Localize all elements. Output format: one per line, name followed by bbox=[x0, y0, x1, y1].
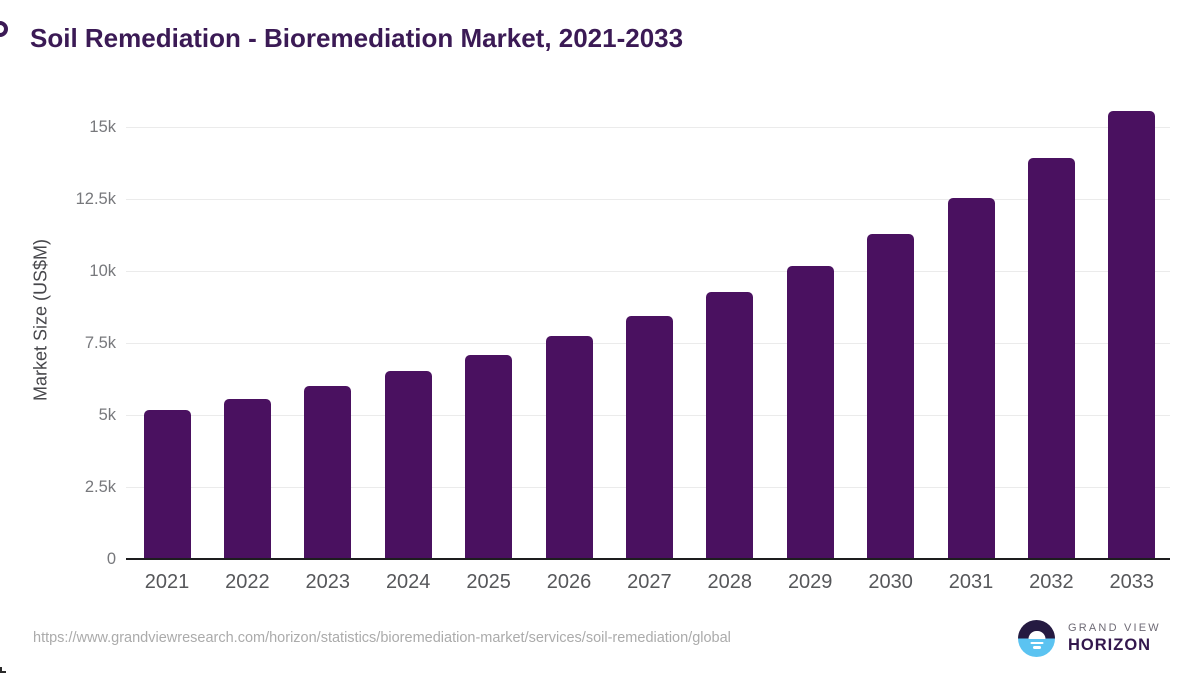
gridline bbox=[126, 127, 1170, 128]
x-tick-label: 2024 bbox=[385, 571, 431, 593]
bar-2033[interactable] bbox=[1108, 110, 1156, 559]
x-tick-label: 2030 bbox=[868, 571, 913, 593]
bar-2031[interactable] bbox=[947, 198, 995, 559]
y-tick-label: 10k bbox=[89, 262, 116, 280]
x-tick-label: 2021 bbox=[144, 571, 190, 593]
bar-2025[interactable] bbox=[465, 354, 513, 559]
gridline bbox=[126, 271, 1170, 272]
bar-2029[interactable] bbox=[786, 265, 834, 559]
y-tick-label: 7.5k bbox=[84, 334, 116, 352]
y-tick-label: 2.5k bbox=[84, 478, 116, 496]
sun-dome-shape bbox=[1028, 630, 1045, 639]
bar-2027[interactable] bbox=[625, 315, 673, 559]
edge-artifact-mark bbox=[0, 667, 6, 673]
x-axis-line bbox=[126, 558, 1170, 560]
x-tick-label: 2032 bbox=[1029, 571, 1074, 593]
logo-brand-bottom: HORIZON bbox=[1068, 636, 1152, 654]
x-tick-label: 2022 bbox=[225, 571, 270, 593]
x-tick-label: 2029 bbox=[787, 571, 833, 593]
chart-title: Soil Remediation - Bioremediation Market… bbox=[30, 23, 684, 53]
y-tick-label: 5k bbox=[98, 406, 116, 424]
bar-2022[interactable] bbox=[223, 398, 271, 559]
bar-2023[interactable] bbox=[304, 385, 352, 559]
x-tick-label: 2031 bbox=[948, 571, 994, 593]
y-tick-label: 15k bbox=[89, 118, 116, 136]
bar-2030[interactable] bbox=[867, 234, 915, 559]
x-tick-label: 2023 bbox=[305, 571, 351, 593]
grand-view-horizon-logo[interactable]: GRAND VIEW HORIZON bbox=[1018, 620, 1161, 657]
bar-2026[interactable] bbox=[545, 336, 593, 559]
y-tick-label: 12.5k bbox=[75, 190, 116, 208]
sun-reflection-bar-2 bbox=[1032, 646, 1041, 649]
x-tick-label: 2026 bbox=[546, 571, 592, 593]
bar-2021[interactable] bbox=[143, 410, 191, 559]
bar-2028[interactable] bbox=[706, 292, 754, 559]
x-tick-label: 2028 bbox=[707, 571, 753, 593]
x-tick-label: 2033 bbox=[1109, 571, 1155, 593]
source-url: https://www.grandviewresearch.com/horizo… bbox=[33, 630, 731, 646]
bar-2032[interactable] bbox=[1027, 158, 1075, 559]
x-tick-label: 2027 bbox=[627, 571, 672, 593]
gridline bbox=[126, 199, 1170, 200]
y-tick-label: 0 bbox=[106, 550, 116, 568]
bar-2024[interactable] bbox=[384, 370, 432, 559]
sun-reflection-bar-1 bbox=[1030, 641, 1043, 645]
logo-brand-top: GRAND VIEW bbox=[1068, 622, 1161, 634]
horizon-sun-icon bbox=[1018, 620, 1055, 657]
x-tick-label: 2025 bbox=[466, 571, 511, 593]
logo-text-block: GRAND VIEW HORIZON bbox=[1068, 622, 1161, 655]
edge-artifact-arc bbox=[0, 21, 8, 37]
